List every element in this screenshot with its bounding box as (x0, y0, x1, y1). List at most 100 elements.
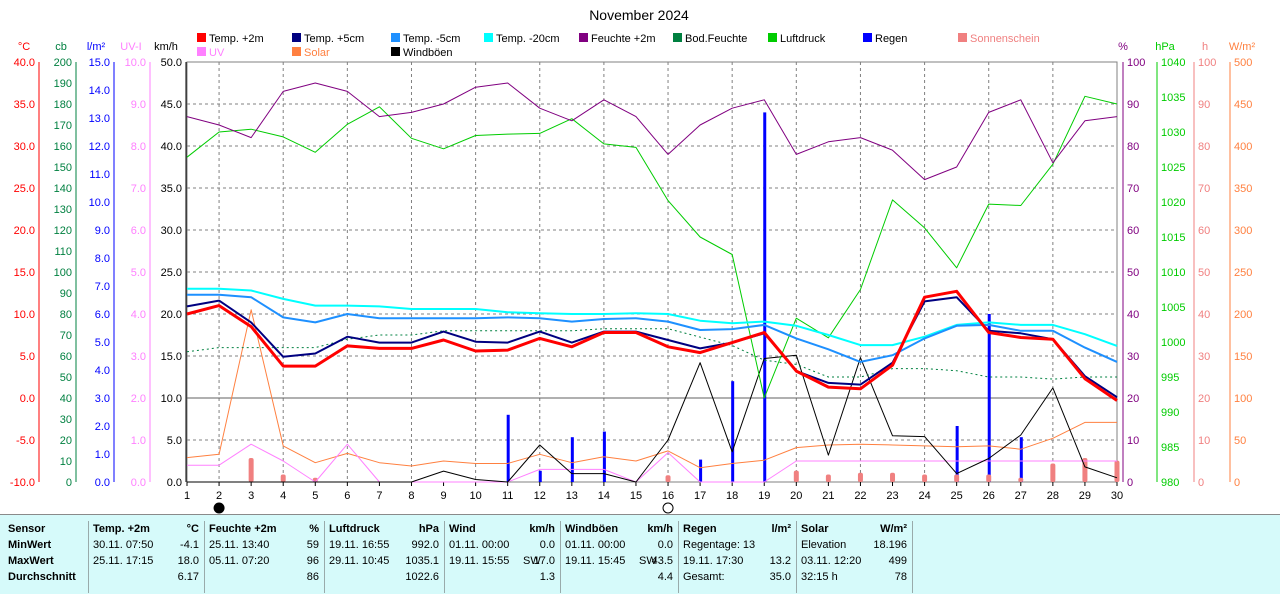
x-tick-label-2: 2 (216, 490, 222, 502)
axis-temp-tick-9: -5.0 (16, 435, 35, 447)
axis-cb-tick-18: 20 (60, 435, 72, 447)
summary-wind: Wind km/h 01.11. 00:00 0.0 19.11. 15:55 SW 1… (444, 521, 561, 593)
axis-cb-tick-20: 0 (66, 477, 72, 489)
summary-gust-max-time: 19.11. 15:45 (565, 555, 626, 567)
axis-rain-tick-15: 0.0 (95, 477, 110, 489)
x-tick-label-18: 18 (726, 490, 738, 502)
axis-wind-tick-0: 50.0 (161, 57, 182, 69)
axis-press-tick-3: 1025 (1161, 162, 1185, 174)
summary-rain-max-time: 19.11. 17:30 (683, 555, 744, 567)
summary-temp-unit: °C (186, 523, 199, 535)
x-tick-label-24: 24 (918, 490, 930, 502)
summary-solar-unit: W/m² (880, 523, 907, 535)
axis-sun-tick-4: 60 (1198, 225, 1210, 237)
legend-label-10: Solar (304, 47, 330, 59)
bar-rain-13 (570, 437, 574, 482)
axis-hum-tick-1: 90 (1127, 99, 1139, 111)
axis-solar-tick-7: 150 (1234, 351, 1252, 363)
x-tick-label-19: 19 (758, 490, 770, 502)
summary-hum-unit: % (309, 523, 319, 535)
series-line-uv (187, 443, 1117, 483)
axis-rain-tick-4: 11.0 (89, 169, 110, 181)
legend-swatch-1 (292, 33, 301, 42)
summary-press-min-time: 19.11. 16:55 (329, 539, 390, 551)
bar-sun-28 (1050, 463, 1056, 482)
bar-sun-30 (1114, 460, 1120, 482)
summary-wind-unit: km/h (529, 523, 555, 535)
series-line-temp-20cm (187, 287, 1118, 347)
summary-rain-days: Regentage: 13 (683, 539, 756, 551)
x-tick-label-23: 23 (886, 490, 898, 502)
legend-swatch-3 (484, 33, 493, 42)
axis-wind-tick-4: 30.0 (161, 225, 182, 237)
axis-unit-press: hPa (1155, 41, 1175, 53)
axis-temp-tick-10: -10.0 (10, 477, 35, 489)
summary-temp: Temp. +2m °C 30.11. 07:50 -4.1 25.11. 17:1… (88, 521, 205, 593)
axis-press-tick-4: 1020 (1161, 197, 1185, 209)
axis-rain-tick-1: 14.0 (89, 85, 110, 97)
axis-cb-tick-13: 70 (60, 330, 72, 342)
bar-rain-27 (1019, 437, 1023, 482)
axis-wind-tick-9: 5.0 (167, 435, 182, 447)
axis-cb-tick-15: 50 (60, 372, 72, 384)
x-tick-label-30: 30 (1111, 490, 1123, 502)
summary-hum-title: Feuchte +2m (209, 523, 277, 535)
summary-rain-total-val: 35.0 (769, 571, 791, 583)
bar-rain-12 (538, 470, 542, 482)
moon-new-icon (213, 502, 225, 514)
bar-sun-23 (890, 472, 896, 482)
axis-unit-uv: UV-I (120, 41, 141, 53)
axis-rain-tick-11: 4.0 (95, 365, 110, 377)
axis-uv-tick-5: 5.0 (131, 267, 146, 279)
axis-sun-tick-5: 50 (1198, 267, 1210, 279)
axis-cb-tick-12: 80 (60, 309, 72, 321)
axis-rain-tick-13: 2.0 (95, 421, 110, 433)
summary-press-avg-val: 1022.6 (405, 571, 439, 583)
axis-rain-tick-6: 9.0 (95, 225, 110, 237)
summary-temp-min-val: -4.1 (180, 539, 199, 551)
legend-swatch-6 (768, 33, 777, 42)
axis-temp-tick-1: 35.0 (14, 99, 35, 111)
axis-wind-tick-3: 35.0 (161, 183, 182, 195)
bar-rain-18 (731, 381, 735, 482)
axis-uv-tick-4: 6.0 (131, 225, 146, 237)
axis-temp-tick-7: 5.0 (20, 351, 35, 363)
axis-uv-tick-7: 3.0 (131, 351, 146, 363)
axis-uv-tick-2: 8.0 (131, 141, 146, 153)
bar-rain-25 (955, 426, 959, 482)
axis-cb-tick-7: 130 (54, 204, 72, 216)
x-tick-label-16: 16 (662, 490, 674, 502)
axis-unit-sun: h (1202, 41, 1208, 53)
x-tick-label-26: 26 (983, 490, 995, 502)
legend-label-3: Temp. -20cm (496, 33, 560, 45)
axis-temp-tick-2: 30.0 (14, 141, 35, 153)
summary-temp-max-val: 18.0 (177, 555, 199, 567)
x-tick-label-13: 13 (566, 490, 578, 502)
x-tick-label-22: 22 (854, 490, 866, 502)
axis-hum-tick-10: 0 (1127, 477, 1133, 489)
axis-wind-tick-2: 40.0 (161, 141, 182, 153)
summary-solar-max-time: 03.11. 12:20 (801, 555, 862, 567)
series-line-luftdruck (186, 95, 1118, 399)
summary-press-max-val: 1035.1 (405, 555, 439, 567)
axis-sun-tick-2: 80 (1198, 141, 1210, 153)
axis-cb-tick-10: 100 (54, 267, 72, 279)
x-tick-label-21: 21 (822, 490, 834, 502)
bar-sun-26 (986, 474, 992, 482)
axis-rain-tick-3: 12.0 (89, 141, 110, 153)
axis-sun-tick-0: 100 (1198, 57, 1216, 69)
axis-unit-cb: cb (55, 41, 67, 53)
axis-wind-tick-1: 45.0 (161, 99, 182, 111)
legend-label-7: Regen (875, 33, 907, 45)
summary-solar-elev-val: 18.196 (873, 539, 907, 551)
x-tick-label-5: 5 (312, 490, 318, 502)
summary-solar-elev-label: Elevation (801, 539, 847, 551)
axis-sun-tick-10: 0 (1198, 477, 1204, 489)
summary-wind-title: Wind (449, 523, 476, 535)
axis-hum-tick-9: 10 (1127, 435, 1139, 447)
x-tick-label-6: 6 (344, 490, 350, 502)
axis-temp-tick-5: 15.0 (14, 267, 35, 279)
legend-label-8: Sonnenschein (970, 33, 1040, 45)
summary-solar-sun-val: 78 (894, 571, 907, 583)
summary-rain-total-label: Gesamt: (683, 571, 725, 583)
